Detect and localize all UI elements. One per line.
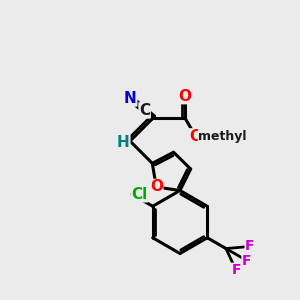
Text: H: H bbox=[117, 135, 130, 150]
Text: F: F bbox=[231, 263, 241, 277]
Text: F: F bbox=[242, 254, 251, 268]
Text: O: O bbox=[178, 88, 191, 104]
Text: F: F bbox=[245, 239, 255, 254]
Text: methyl: methyl bbox=[198, 130, 247, 143]
Text: Cl: Cl bbox=[131, 187, 148, 202]
Text: C: C bbox=[139, 103, 150, 118]
Text: O: O bbox=[150, 179, 163, 194]
Text: O: O bbox=[189, 129, 202, 144]
Text: N: N bbox=[124, 91, 137, 106]
